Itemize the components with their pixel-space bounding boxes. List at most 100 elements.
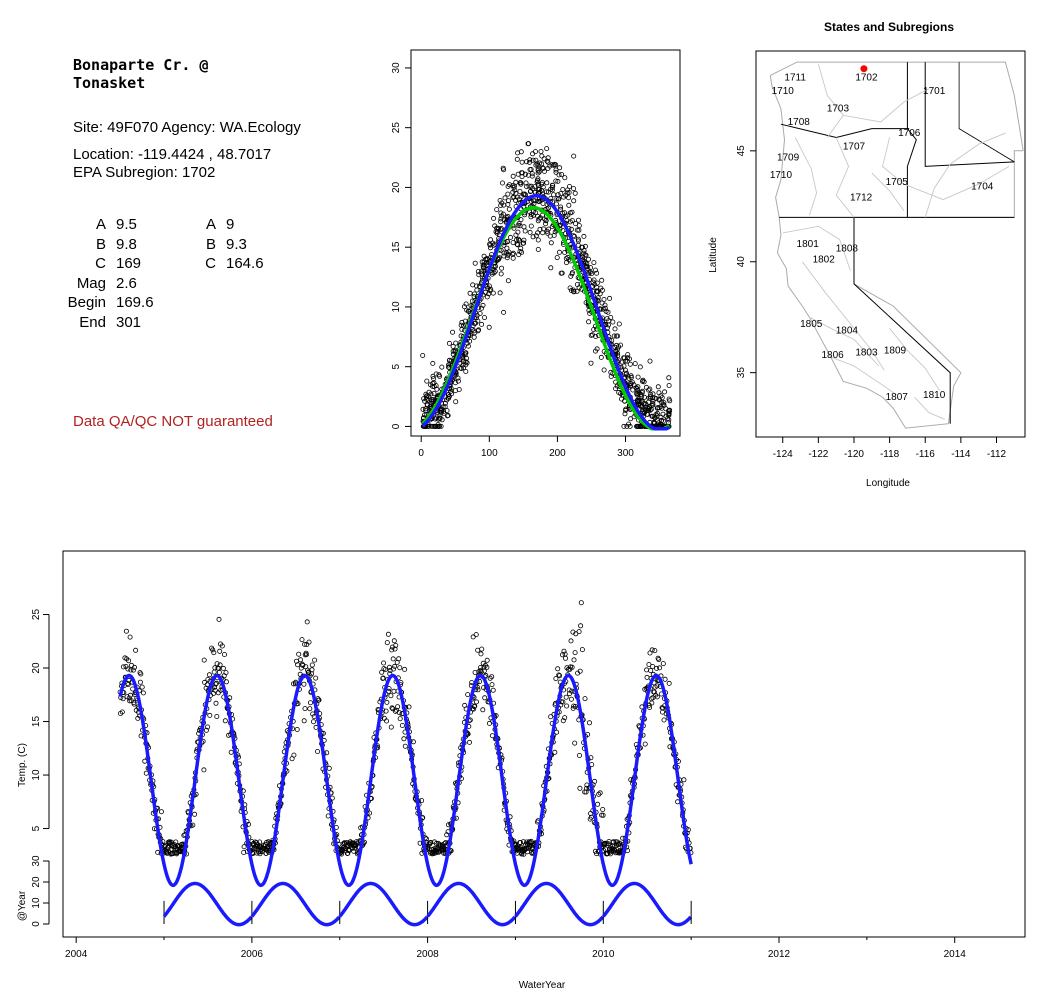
ts-point	[301, 718, 307, 724]
map-region-label: 1711	[784, 73, 806, 84]
doy-point	[450, 343, 456, 349]
doy-point	[514, 237, 520, 243]
doy-point	[424, 378, 430, 384]
doy-point	[501, 242, 507, 248]
doy-point	[568, 226, 574, 232]
doy-point	[535, 213, 541, 219]
param-row: C 164.6	[190, 254, 264, 274]
doy-point	[622, 411, 628, 417]
ts-point	[396, 656, 402, 662]
ts-point	[212, 684, 218, 690]
doy-point	[556, 196, 562, 202]
ts-point	[223, 679, 229, 685]
param-row: Mag 2.6	[60, 274, 154, 294]
ts-point	[296, 651, 302, 657]
ts-point	[314, 748, 320, 754]
ts-point	[213, 700, 219, 706]
doy-point	[455, 378, 461, 384]
doy-point	[543, 221, 549, 227]
ts-point	[433, 840, 439, 846]
doy-point	[518, 217, 524, 223]
map-frame	[755, 50, 1026, 438]
doy-point	[607, 295, 613, 301]
ts-ytick2-label: 30	[31, 855, 42, 867]
doy-point	[447, 357, 453, 363]
doy-point	[628, 416, 634, 422]
ts-point	[562, 715, 568, 721]
map-xtick-label: -122	[808, 449, 828, 460]
doy-point	[641, 379, 647, 385]
doy-point	[535, 167, 541, 173]
doy-point	[545, 159, 551, 165]
doy-point	[470, 282, 476, 288]
doy-point	[502, 195, 508, 201]
doy-point	[589, 271, 595, 277]
param-label: B	[95, 235, 106, 253]
doy-point	[538, 149, 544, 155]
doy-point	[548, 240, 554, 246]
map-subregion-border	[914, 396, 945, 420]
map-title: States and Subregions	[824, 20, 954, 34]
ts-point	[309, 667, 315, 673]
doy-point	[439, 364, 445, 370]
doy-point	[591, 326, 597, 332]
doy-point	[480, 262, 486, 268]
map-region-label: 1709	[777, 152, 800, 163]
doy-point	[487, 245, 493, 251]
doy-point	[534, 161, 540, 167]
doy-point	[464, 355, 470, 361]
doy-points	[420, 141, 673, 429]
ts-point	[383, 718, 389, 724]
ts-point	[554, 729, 560, 735]
doy-point	[558, 270, 564, 276]
map-region-label: 1703	[827, 104, 850, 115]
ts-point	[528, 838, 534, 844]
ts-point	[392, 708, 398, 714]
doy-point	[646, 387, 652, 393]
map-region-label: 1701	[923, 86, 946, 97]
doy-point	[498, 210, 504, 216]
ts-point	[650, 664, 656, 670]
doy-point	[437, 373, 443, 379]
doy-point	[610, 319, 616, 325]
ts-points	[117, 600, 694, 857]
ts-point	[569, 688, 575, 694]
doy-point	[510, 255, 516, 261]
map-subregion-border	[881, 137, 1010, 201]
doy-point	[569, 270, 575, 276]
map-subregion-border	[871, 172, 905, 211]
doy-point	[423, 391, 429, 397]
map-xtick-label: -114	[951, 449, 971, 460]
ts-point	[216, 616, 222, 622]
doy-point	[635, 401, 641, 407]
map-xtick-label: -112	[987, 449, 1007, 460]
param-value: 164.6	[226, 255, 264, 272]
ts-xtick-label: 2004	[65, 949, 88, 960]
doy-point	[553, 169, 559, 175]
ts-point	[401, 736, 407, 742]
param-row: End 301	[60, 313, 154, 333]
ts-point	[613, 850, 619, 856]
ts-ytick-label: 25	[31, 609, 42, 621]
map-xtick-label: -116	[916, 449, 936, 460]
map-region-label: 1807	[886, 392, 909, 403]
map-region-label: 1810	[923, 390, 946, 401]
ts-point	[555, 666, 561, 672]
doy-point	[461, 365, 467, 371]
ts-point	[529, 845, 535, 851]
doy-point	[522, 192, 528, 198]
doy-point	[511, 225, 517, 231]
doy-point	[433, 371, 439, 377]
param-row: C 169	[60, 254, 154, 274]
doy-point	[633, 385, 639, 391]
ts-point	[428, 839, 434, 845]
doy-point	[519, 249, 525, 255]
ts-point	[489, 682, 495, 688]
map-region-labels: 1711 1702 1701 1710 1703 1708 1706 1707 1709 1710…	[770, 65, 994, 403]
ts-point	[392, 646, 398, 652]
ts-point	[379, 669, 385, 675]
ts-point	[190, 822, 196, 828]
doy-point	[576, 227, 582, 233]
doy-point	[571, 198, 577, 204]
doy-point	[585, 256, 591, 262]
